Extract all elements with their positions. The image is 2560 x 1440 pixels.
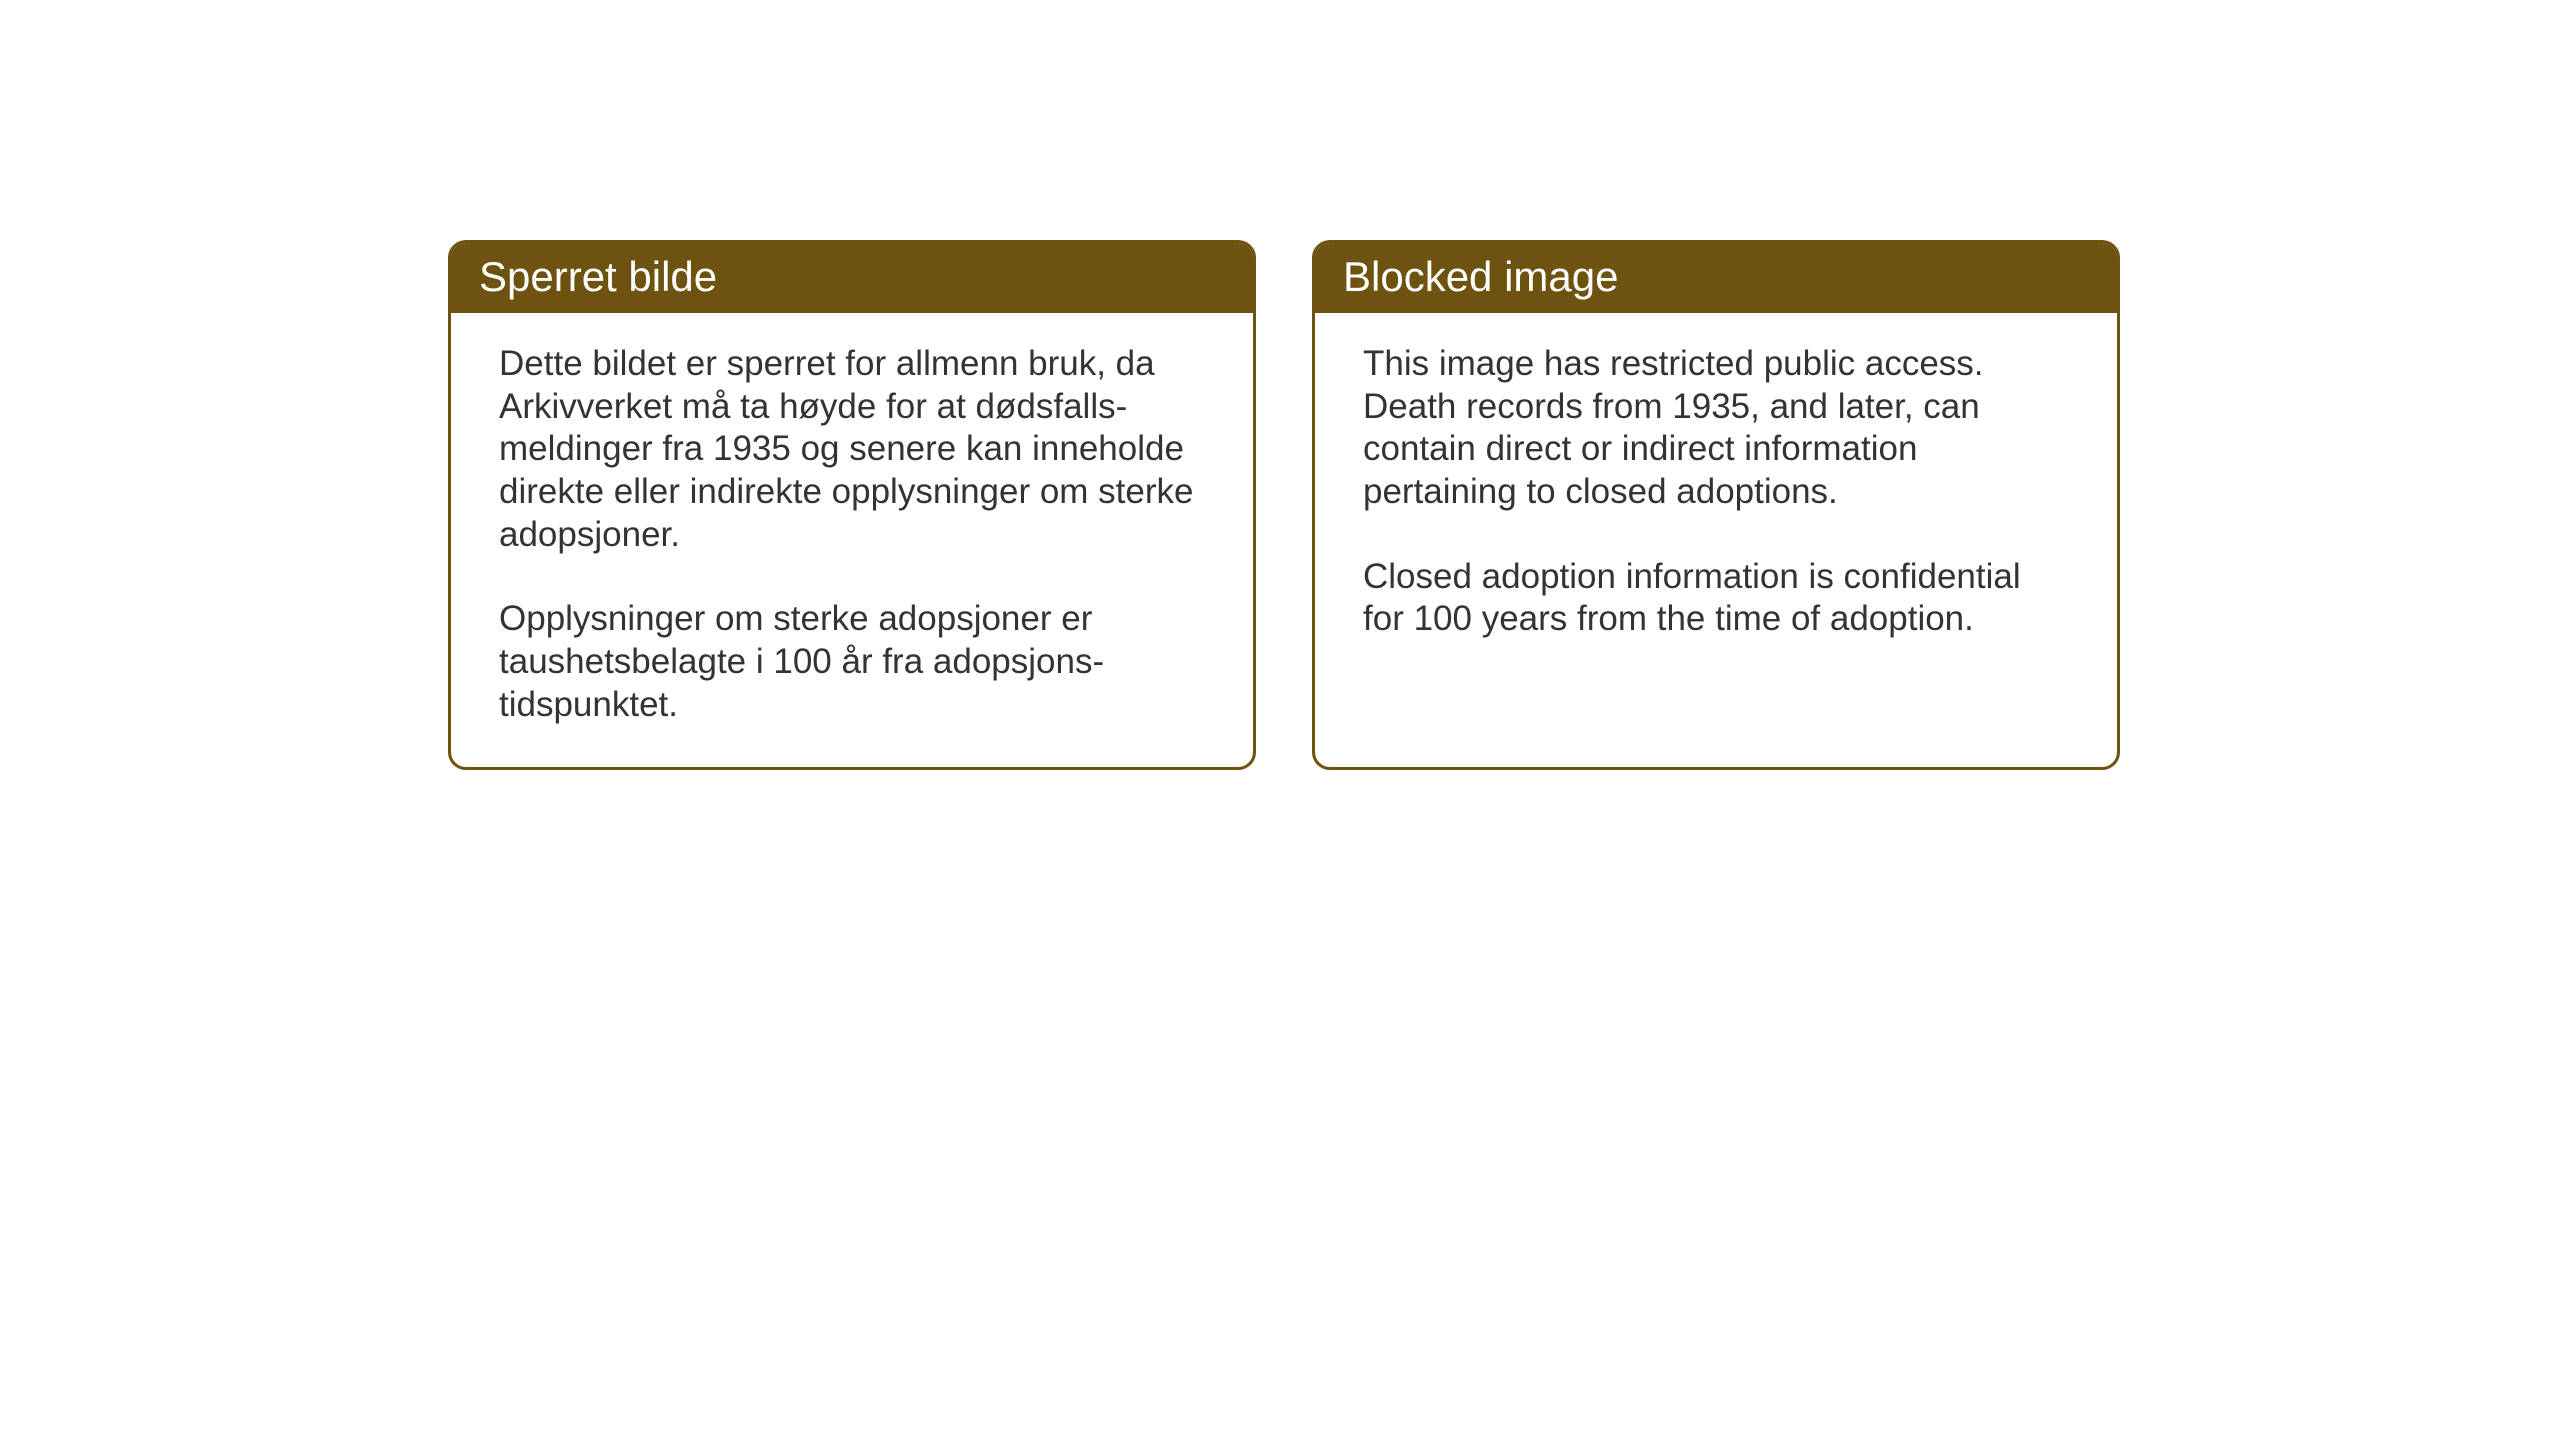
notice-box-norwegian: Sperret bilde Dette bildet er sperret fo…	[448, 240, 1256, 770]
notice-paragraph-1-english: This image has restricted public access.…	[1363, 343, 2069, 514]
notice-header-english: Blocked image	[1315, 243, 2117, 313]
notice-paragraph-2-norwegian: Opplysninger om sterke adopsjoner er tau…	[499, 598, 1205, 726]
notice-body-norwegian: Dette bildet er sperret for allmenn bruk…	[451, 313, 1253, 767]
notice-body-english: This image has restricted public access.…	[1315, 313, 2117, 755]
notice-container: Sperret bilde Dette bildet er sperret fo…	[448, 240, 2120, 770]
notice-box-english: Blocked image This image has restricted …	[1312, 240, 2120, 770]
notice-header-norwegian: Sperret bilde	[451, 243, 1253, 313]
notice-paragraph-2-english: Closed adoption information is confident…	[1363, 556, 2069, 641]
notice-paragraph-1-norwegian: Dette bildet er sperret for allmenn bruk…	[499, 343, 1205, 556]
